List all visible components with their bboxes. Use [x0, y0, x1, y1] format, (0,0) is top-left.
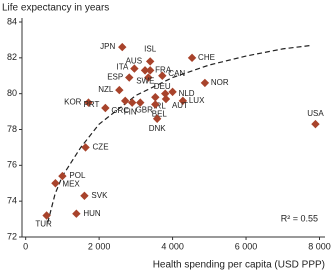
point	[118, 42, 127, 52]
point	[42, 211, 51, 220]
x-tick-label: 8 000	[308, 241, 331, 251]
x-tick-label: 4 000	[161, 241, 184, 251]
point	[311, 119, 320, 129]
trend-line	[47, 44, 313, 223]
point-label: DNK	[149, 124, 167, 133]
point	[144, 73, 153, 82]
point	[125, 73, 134, 82]
point	[84, 98, 93, 107]
point	[80, 191, 89, 200]
y-tick-label: 80	[7, 88, 17, 98]
point	[136, 98, 145, 107]
point-label: SVK	[91, 191, 108, 200]
point	[145, 57, 155, 66]
point	[101, 103, 110, 113]
point-label: POL	[69, 171, 86, 180]
x-tick-label: 2 000	[88, 241, 111, 251]
point-label: ISL	[144, 45, 157, 54]
point-label: MEX	[62, 179, 80, 188]
point-label: PRT	[84, 100, 100, 109]
point	[151, 93, 160, 102]
point	[51, 179, 60, 188]
point	[161, 94, 171, 104]
point-label: USA	[307, 109, 324, 118]
point-label: AUS	[126, 56, 142, 65]
point	[72, 209, 81, 218]
y-tick-label: 72	[7, 231, 17, 241]
annotation: R² = 0.55	[281, 213, 318, 223]
point-label: HUN	[83, 209, 101, 218]
point	[151, 100, 160, 109]
y-tick-label: 78	[7, 124, 17, 134]
point	[168, 87, 177, 97]
point	[187, 53, 197, 63]
chart-title: Life expectancy in years	[2, 3, 109, 14]
point	[115, 85, 124, 95]
y-tick-label: 82	[7, 52, 17, 62]
point-label: ITA	[117, 63, 130, 72]
point	[130, 64, 139, 73]
point-label: GRC	[111, 106, 129, 115]
point-label: TUR	[35, 220, 52, 229]
x-axis-label: Health spending per capita (USD PPP)	[153, 260, 325, 271]
point-label: NZL	[98, 85, 114, 94]
point-label: IRL	[153, 101, 166, 110]
point	[158, 71, 167, 80]
point	[127, 98, 137, 107]
point	[178, 96, 188, 106]
y-tick-label: 84	[7, 16, 17, 26]
point-label: BEL	[152, 110, 168, 119]
point	[200, 78, 210, 88]
point-label: FIN	[124, 108, 137, 117]
point	[140, 66, 150, 75]
point	[161, 89, 170, 98]
x-tick-label: 0	[23, 241, 28, 251]
y-tick-label: 74	[7, 196, 17, 206]
point	[145, 66, 155, 75]
point-label: JPN	[100, 42, 115, 51]
point-label: CZE	[93, 143, 109, 152]
point-label: AUT	[172, 101, 188, 110]
point-label: CHE	[198, 53, 215, 62]
point-label: GBR	[136, 106, 154, 115]
point-label: ESP	[107, 73, 123, 82]
point-label: DEU	[154, 82, 171, 91]
point-label: SWE	[136, 77, 154, 86]
point-label: NOR	[211, 78, 229, 87]
point-label: KOR	[64, 98, 82, 107]
point-label: CAN	[168, 69, 185, 78]
point-label: NLD	[179, 89, 195, 98]
point	[58, 171, 67, 181]
point-label: FRA	[155, 65, 172, 74]
point-label: LUX	[189, 96, 205, 105]
point	[152, 114, 162, 123]
y-tick-label: 76	[7, 160, 17, 170]
point	[81, 143, 90, 152]
point	[121, 96, 130, 106]
x-tick-label: 6 000	[235, 241, 258, 251]
